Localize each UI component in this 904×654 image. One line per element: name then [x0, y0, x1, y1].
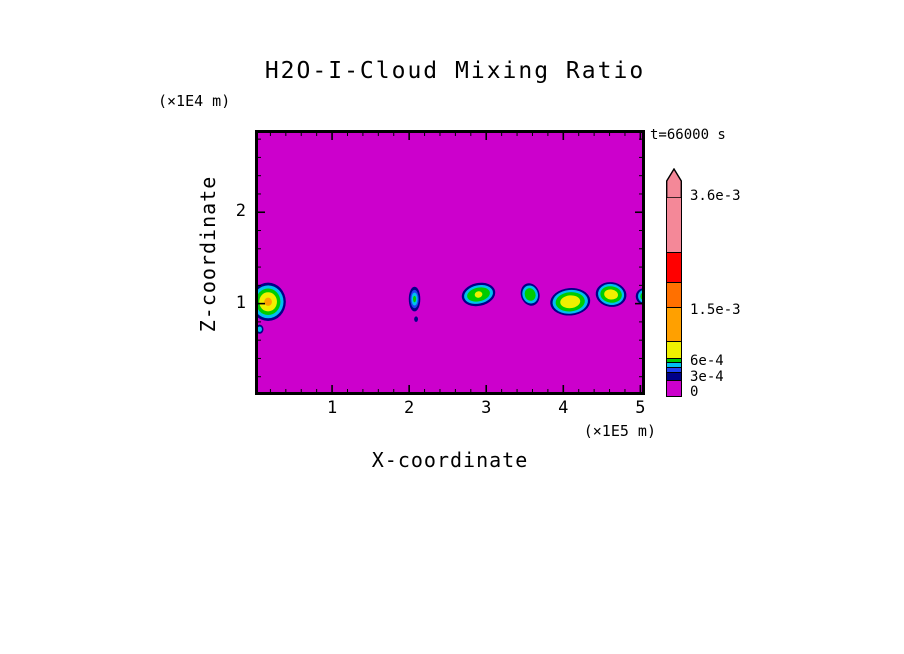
z-axis-unit: (×1E4 m): [158, 92, 231, 110]
z-axis-label: Z-coordinate: [196, 175, 220, 333]
colorbar-band: [667, 252, 681, 282]
colorbar-tick-label: 3.6e-3: [690, 188, 741, 204]
plot-area: [255, 130, 645, 395]
cloud-blob: [524, 288, 536, 301]
colorbar-tick-label: 0: [690, 384, 699, 400]
x-tick-label: 4: [558, 398, 569, 418]
colorbar-band: [667, 198, 681, 252]
colorbar-arrow-icon: [666, 168, 682, 198]
colorbar-band: [667, 341, 681, 358]
colorbar-band: [667, 282, 681, 307]
cloud-blob: [414, 316, 419, 322]
colorbar-tick-label: 3e-4: [690, 369, 724, 385]
x-tick-label: 2: [404, 398, 415, 418]
x-axis-label: X-coordinate: [371, 448, 529, 472]
cloud-blob: [604, 289, 618, 300]
colorbar-band: [667, 367, 681, 372]
colorbar: [666, 168, 684, 397]
colorbar-band: [667, 307, 681, 341]
colorbar-band: [667, 362, 681, 367]
colorbar-bands: [666, 198, 682, 397]
cloud-blob: [474, 291, 483, 298]
cloud-blob: [264, 297, 272, 306]
field-background: [255, 130, 645, 395]
time-label: t=66000 s: [650, 127, 726, 143]
z-tick-label: 2: [235, 201, 246, 222]
colorbar-band: [667, 372, 681, 380]
x-tick-label: 1: [326, 398, 338, 418]
cloud-blob: [560, 295, 581, 309]
contour-plot: [255, 130, 645, 395]
z-tick-label: 1: [235, 292, 246, 313]
cloud-blob: [413, 295, 417, 303]
plot-frame: [255, 130, 645, 395]
colorbar-band: [667, 380, 681, 396]
colorbar-tick-label: 1.5e-3: [690, 302, 741, 318]
colorbar-band: [667, 358, 681, 362]
x-tick-label: 5: [635, 398, 646, 418]
chart-title: H2O-I-Cloud Mixing Ratio: [264, 58, 646, 84]
x-tick-label: 3: [481, 398, 492, 418]
colorbar-tick-label: 6e-4: [690, 353, 724, 369]
x-axis-unit: (×1E5 m): [583, 422, 656, 440]
cloud-blob: [257, 326, 262, 332]
